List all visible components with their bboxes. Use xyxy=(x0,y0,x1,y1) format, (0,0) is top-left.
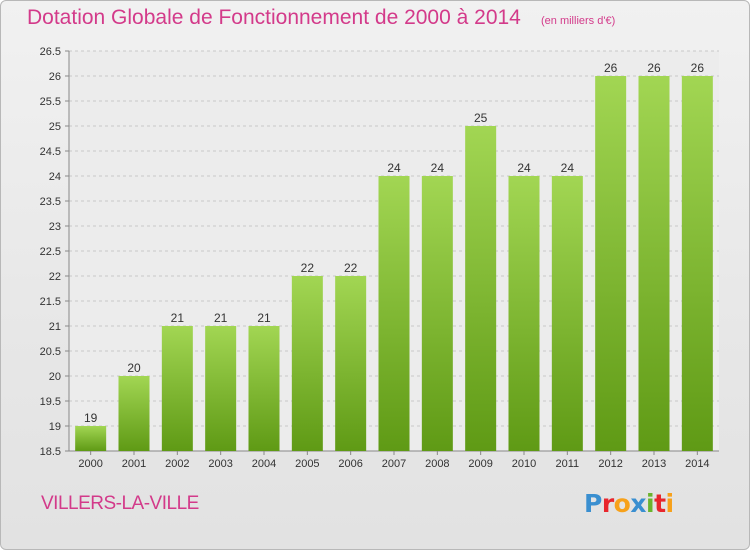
bar xyxy=(595,76,627,451)
x-tick-label: 2013 xyxy=(642,458,666,470)
logo-letter: P xyxy=(584,489,602,518)
data-label: 21 xyxy=(257,311,271,325)
data-label: 26 xyxy=(604,61,618,75)
x-tick-label: 2006 xyxy=(338,458,362,470)
y-tick-label: 22.5 xyxy=(40,246,61,258)
bar xyxy=(421,176,453,451)
y-tick-label: 21 xyxy=(49,321,61,333)
bar xyxy=(551,176,583,451)
y-tick-label: 23.5 xyxy=(40,196,61,208)
bar xyxy=(161,326,193,451)
place-name: VILLERS-LA-VILLE xyxy=(41,493,199,514)
chart-title: Dotation Globale de Fonctionnement de 20… xyxy=(27,6,521,29)
data-label: 24 xyxy=(517,161,531,175)
data-label: 22 xyxy=(344,261,358,275)
bar xyxy=(335,276,367,451)
logo-letter: r xyxy=(601,489,614,518)
logo-letter: o xyxy=(613,489,631,518)
y-tick-label: 25 xyxy=(49,121,61,133)
bar xyxy=(205,326,237,451)
logo-letter: i xyxy=(665,489,675,518)
data-label: 24 xyxy=(431,161,445,175)
bar xyxy=(378,176,410,451)
y-tick-label: 23 xyxy=(49,221,61,233)
data-label: 24 xyxy=(561,161,575,175)
logo-letter: i xyxy=(646,489,655,518)
x-tick-label: 2008 xyxy=(425,458,449,470)
data-label: 20 xyxy=(127,361,141,375)
x-tick-label: 2003 xyxy=(208,458,232,470)
y-tick-label: 20 xyxy=(49,371,61,383)
bar xyxy=(75,426,107,451)
data-label: 25 xyxy=(474,111,488,125)
bar xyxy=(508,176,540,451)
y-tick-label: 24 xyxy=(49,171,61,183)
x-tick-label: 2005 xyxy=(295,458,319,470)
x-tick-label: 2000 xyxy=(78,458,102,470)
y-tick-label: 24.5 xyxy=(40,146,61,158)
data-label: 26 xyxy=(691,61,705,75)
bar xyxy=(638,76,670,451)
bar xyxy=(465,126,497,451)
x-tick-label: 2001 xyxy=(122,458,146,470)
x-tick-label: 2009 xyxy=(468,458,492,470)
bar xyxy=(248,326,280,451)
data-label: 21 xyxy=(214,311,228,325)
proxiti-logo[interactable]: Proxiti xyxy=(584,489,674,518)
x-tick-label: 2014 xyxy=(685,458,709,470)
y-tick-label: 22 xyxy=(49,271,61,283)
data-label: 21 xyxy=(171,311,185,325)
x-tick-label: 2004 xyxy=(252,458,276,470)
y-tick-label: 19.5 xyxy=(40,396,61,408)
y-tick-label: 21.5 xyxy=(40,296,61,308)
x-tick-label: 2010 xyxy=(512,458,536,470)
data-label: 24 xyxy=(387,161,401,175)
x-tick-label: 2011 xyxy=(556,458,580,470)
logo-letter: t xyxy=(654,489,666,518)
logo-letter: x xyxy=(630,489,646,518)
bar xyxy=(118,376,150,451)
x-tick-label: 2012 xyxy=(598,458,622,470)
x-tick-label: 2002 xyxy=(165,458,189,470)
bar xyxy=(291,276,323,451)
data-label: 19 xyxy=(84,411,98,425)
x-tick-label: 2007 xyxy=(382,458,406,470)
y-tick-label: 19 xyxy=(49,421,61,433)
y-tick-label: 25.5 xyxy=(40,96,61,108)
y-tick-label: 26.5 xyxy=(40,46,61,58)
y-tick-label: 20.5 xyxy=(40,346,61,358)
y-tick-label: 26 xyxy=(49,71,61,83)
chart-subtitle: (en milliers d'€) xyxy=(541,15,616,27)
bar xyxy=(681,76,713,451)
data-label: 22 xyxy=(301,261,315,275)
y-tick-label: 18.5 xyxy=(40,446,61,458)
data-label: 26 xyxy=(647,61,661,75)
